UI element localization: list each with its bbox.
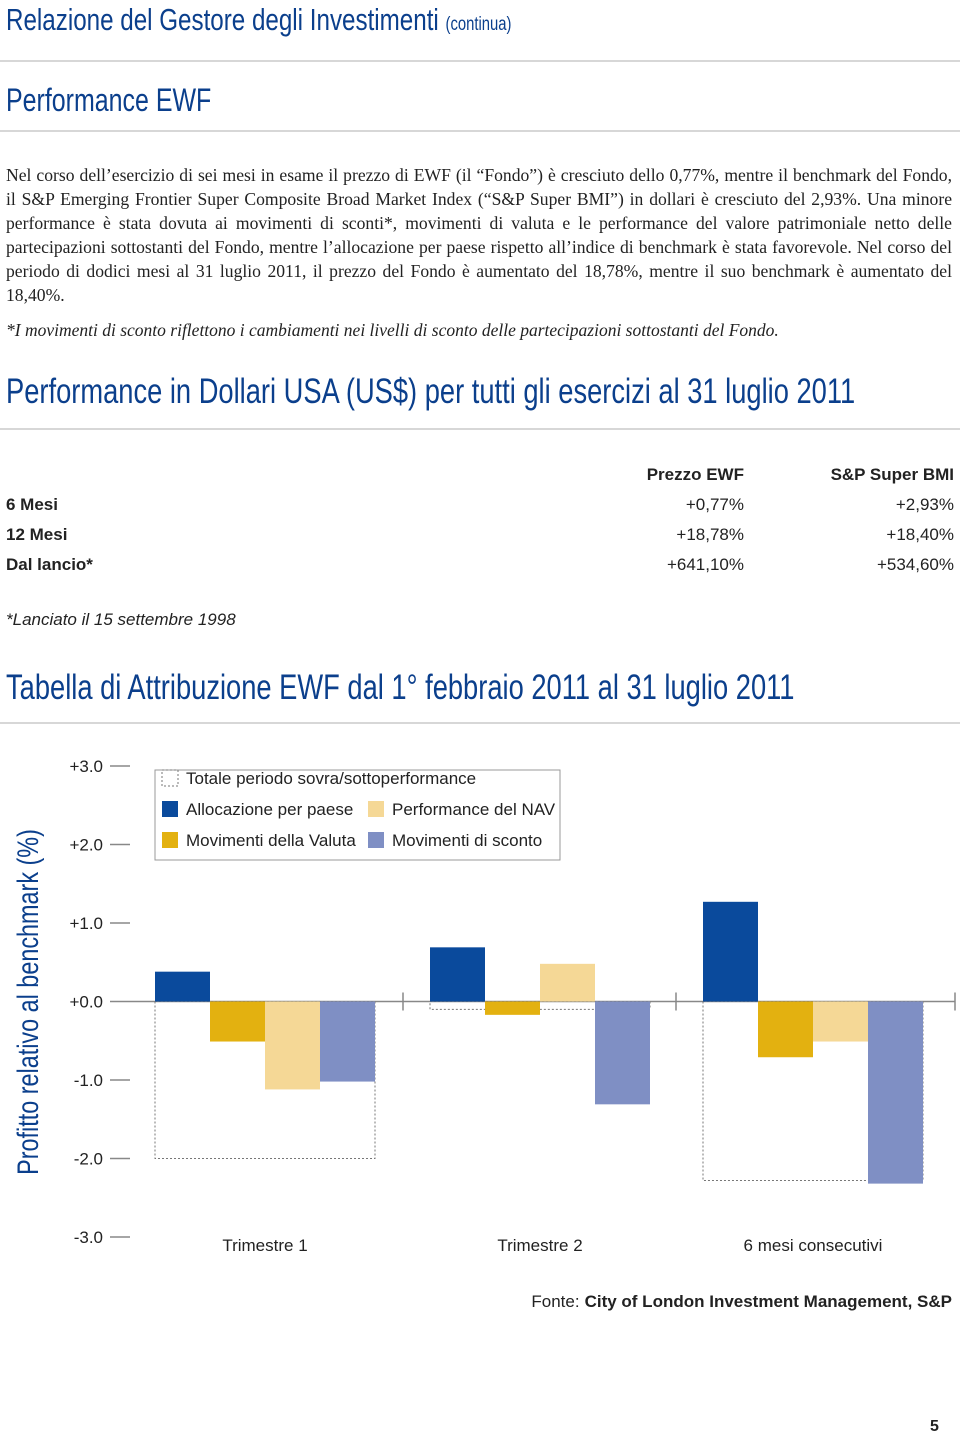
table-cell: +641,10%	[666, 555, 744, 574]
header: Relazione del Gestore degli Investimenti…	[6, 2, 654, 38]
launch-note: *Lanciato il 15 settembre 1998	[6, 610, 236, 629]
section-title-text: Performance EWF	[6, 82, 212, 118]
legend-swatch	[162, 832, 178, 848]
table-header: Prezzo EWF S&P Super BMI	[6, 460, 954, 490]
table-cell: Dal lancio*	[6, 555, 93, 574]
bar	[595, 1001, 650, 1105]
y-tick-label: +1.0	[69, 914, 103, 933]
y-tick-label: -3.0	[74, 1228, 103, 1247]
header-cell	[6, 460, 354, 490]
legend-label: Totale periodo sovra/sottoperformance	[186, 769, 476, 788]
y-tick-label: +3.0	[69, 757, 103, 776]
table-title: Performance in Dollari USA (US$) per tut…	[6, 372, 960, 412]
chart: +3.0 +2.0 +1.0 +0.0 -1.0 -2.0 -3.0 Trimestre 1 T…	[11, 757, 956, 1311]
bar	[265, 1001, 320, 1090]
paragraph: Nel corso dell’esercizio di sei mesi in …	[6, 165, 952, 305]
performance-table: Prezzo EWF S&P Super BMI 6 Mesi +0,77% +2,…	[6, 460, 954, 580]
bar	[430, 947, 485, 1002]
legend-swatch	[368, 801, 384, 817]
header-title: Relazione del Gestore degli Investimenti	[6, 2, 439, 37]
bar	[210, 1001, 265, 1042]
x-tick-label: Trimestre 1	[222, 1236, 307, 1255]
footnote: *I movimenti di sconto riflettono i camb…	[6, 320, 779, 340]
y-tick-label: +2.0	[69, 836, 103, 855]
source: Fonte: City of London Investment Manageme…	[531, 1292, 952, 1311]
rule	[0, 428, 960, 430]
legend-label: Allocazione per paese	[186, 800, 353, 819]
rule	[0, 60, 960, 62]
x-tick-label: 6 mesi consecutivi	[744, 1236, 883, 1255]
header-cell: S&P Super BMI	[830, 465, 954, 484]
rule	[0, 722, 960, 724]
y-tick-label: -2.0	[74, 1150, 103, 1169]
header-cell: Prezzo EWF	[646, 465, 744, 484]
legend-box	[154, 769, 561, 861]
legend-swatch	[162, 801, 178, 817]
bar	[868, 1001, 923, 1184]
table-cell: +534,60%	[876, 555, 954, 574]
section-title: Performance EWF	[6, 82, 269, 119]
chart-title-text: Tabella di Attribuzione EWF dal 1° febbr…	[6, 668, 795, 707]
legend-label: Movimenti di sconto	[392, 831, 542, 850]
y-tick-label: -1.0	[74, 1071, 103, 1090]
table-row: 12 Mesi +18,78% +18,40%	[6, 520, 954, 550]
table-cell: +2,93%	[895, 495, 954, 514]
legend-label: Movimenti della Valuta	[186, 831, 356, 850]
table-cell: +18,40%	[886, 525, 954, 544]
legend-swatch	[161, 769, 179, 787]
table-cell: 12 Mesi	[6, 525, 68, 544]
bar	[155, 971, 210, 1002]
rule	[0, 130, 960, 132]
y-axis-label: Profitto relativo al benchmark (%)	[11, 829, 44, 1175]
source-text: City of London Investment Management, S&…	[585, 1292, 952, 1311]
page-number: 5	[930, 1418, 939, 1435]
table-cell: +18,78%	[676, 525, 744, 544]
bar	[540, 963, 595, 1002]
bar	[485, 1001, 540, 1015]
source-label: Fonte:	[531, 1292, 579, 1311]
table-row: 6 Mesi +0,77% +2,93%	[6, 490, 954, 520]
bar	[813, 1001, 868, 1042]
table-cell: +0,77%	[685, 495, 744, 514]
table-row: Dal lancio* +641,10% +534,60%	[6, 550, 954, 580]
y-tick-label: +0.0	[69, 993, 103, 1012]
chart-title: Tabella di Attribuzione EWF dal 1° febbr…	[6, 668, 960, 708]
bar	[703, 901, 758, 1002]
x-tick-label: Trimestre 2	[497, 1236, 582, 1255]
legend-swatch	[368, 832, 384, 848]
bar	[758, 1001, 813, 1058]
header-subtitle: (continua)	[445, 14, 512, 35]
table-title-text: Performance in Dollari USA (US$) per tut…	[6, 372, 856, 411]
bar	[320, 1001, 375, 1082]
table-cell: 6 Mesi	[6, 495, 58, 514]
legend-label: Performance del NAV	[392, 800, 556, 819]
